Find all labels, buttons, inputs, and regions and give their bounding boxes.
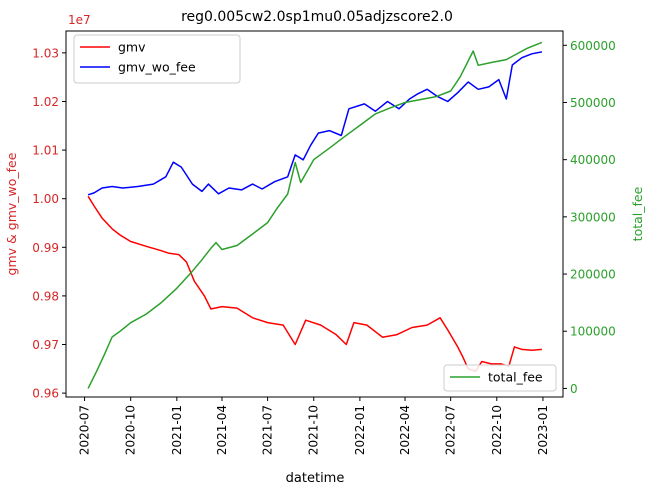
- legend-right: total_fee: [443, 364, 557, 392]
- y-axis-right: 0 100000 200000 300000 400000 500000 600000: [563, 39, 616, 396]
- y-right-tick-label: 0: [570, 382, 578, 396]
- y-right-tick-label: 600000: [570, 39, 616, 53]
- y-axis-left: 0.96 0.97 0.98 0.99 1.00 1.01 1.02 1.03: [32, 46, 66, 401]
- y-right-tick-label: 400000: [570, 153, 616, 167]
- y-right-tick-label: 100000: [570, 325, 616, 339]
- x-tick-label: 2021-10: [307, 405, 321, 455]
- y-left-tick-label: 0.96: [32, 387, 59, 401]
- legend-label-gmv-wo-fee: gmv_wo_fee: [118, 60, 196, 75]
- y-right-tick-label: 500000: [570, 96, 616, 110]
- x-tick-label: 2020-10: [124, 405, 138, 455]
- y-left-tick-label: 0.98: [32, 289, 59, 303]
- plot-series: [87, 41, 543, 389]
- y-left-tick-label: 1.01: [32, 144, 59, 158]
- x-tick-label: 2022-04: [398, 405, 412, 455]
- legend-label-total-fee: total_fee: [488, 370, 543, 385]
- x-tick-label: 2022-07: [444, 405, 458, 455]
- legend-label-gmv: gmv: [118, 40, 146, 55]
- y-right-tick-label: 200000: [570, 268, 616, 282]
- x-tick-label: 2022-01: [353, 405, 367, 455]
- y-left-tick-label: 1.02: [32, 95, 59, 109]
- x-tick-label: 2020-07: [78, 405, 92, 455]
- series-line-total-fee: [87, 41, 543, 389]
- x-tick-label: 2021-04: [215, 405, 229, 455]
- x-tick-label: 2022-10: [490, 405, 504, 455]
- y-left-tick-label: 0.97: [32, 338, 59, 352]
- legend-left: gmv gmv_wo_fee: [73, 34, 241, 84]
- x-axis-label: datetime: [286, 471, 345, 486]
- y-left-tick-label: 1.03: [32, 46, 59, 60]
- x-tick-label: 2021-07: [261, 405, 275, 455]
- x-axis: 2020-07 2020-10 2021-01 2021-04 2021-07 2021-…: [78, 397, 550, 455]
- y-left-tick-label: 0.99: [32, 241, 59, 255]
- y-axis-left-label: gmv & gmv_wo_fee: [4, 152, 19, 275]
- chart-title: reg0.005cw2.0sp1mu0.05adjzscore2.0: [181, 9, 453, 25]
- left-axis-multiplier: 1e7: [68, 13, 91, 27]
- series-line-gmv: [87, 195, 542, 372]
- y-right-tick-label: 300000: [570, 210, 616, 224]
- x-tick-label: 2021-01: [170, 405, 184, 455]
- series-line-gmv-wo-fee: [87, 51, 543, 196]
- y-left-tick-label: 1.00: [32, 192, 59, 206]
- plot-frame: [65, 30, 564, 398]
- x-tick-label: 2023-01: [536, 405, 550, 455]
- y-axis-right-label: total_fee: [630, 186, 645, 241]
